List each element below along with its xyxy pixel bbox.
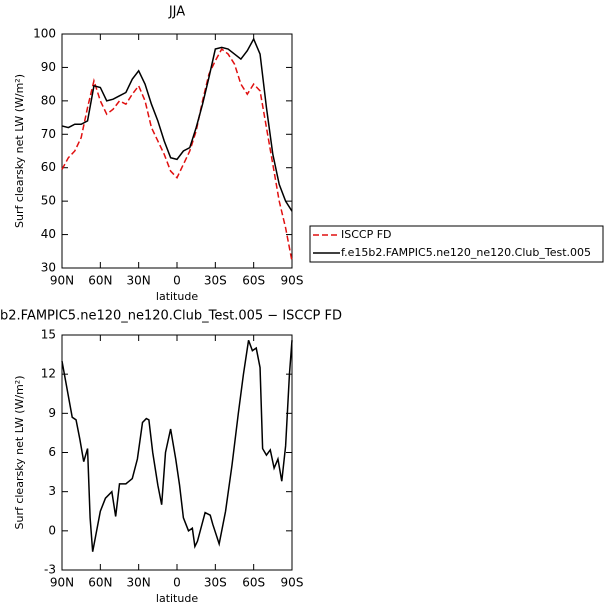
x-tick-label: 0 bbox=[173, 576, 181, 590]
plot-frame bbox=[61, 33, 293, 269]
chart-title: JJA bbox=[168, 5, 185, 20]
chart-title: b2.FAMPIC5.ne120_ne120.Club_Test.005 − I… bbox=[0, 309, 342, 324]
y-tick-label: 100 bbox=[33, 27, 56, 41]
y-tick-label: 12 bbox=[41, 367, 56, 381]
y-tick-label: 60 bbox=[41, 160, 56, 174]
data-line bbox=[61, 47, 293, 262]
legend-label: ISCCP FD bbox=[341, 228, 392, 241]
y-tick-label: 40 bbox=[41, 227, 56, 241]
x-tick-label: 30N bbox=[127, 274, 151, 288]
y-tick-label: 70 bbox=[41, 127, 56, 141]
x-axis-label: latitude bbox=[156, 592, 198, 605]
x-tick-label: 30S bbox=[204, 576, 227, 590]
y-tick-label: 50 bbox=[41, 194, 56, 208]
y-axis-label: Surf clearsky net LW (W/m²) bbox=[13, 375, 26, 529]
y-tick-label: 80 bbox=[41, 93, 56, 107]
x-tick-label: 60N bbox=[88, 274, 112, 288]
y-tick-label: 90 bbox=[41, 60, 56, 74]
x-tick-label: 90S bbox=[281, 274, 304, 288]
x-tick-label: 60S bbox=[242, 576, 265, 590]
x-tick-label: 90S bbox=[281, 576, 304, 590]
y-tick-label: 9 bbox=[48, 406, 56, 420]
x-tick-label: 60S bbox=[242, 274, 265, 288]
x-tick-label: 0 bbox=[173, 274, 181, 288]
data-line bbox=[61, 37, 293, 212]
y-tick-label: 3 bbox=[48, 484, 56, 498]
y-tick-label: 6 bbox=[48, 445, 56, 459]
x-tick-label: 90N bbox=[50, 576, 74, 590]
data-line bbox=[61, 339, 293, 552]
legend-label: f.e15b2.FAMPIC5.ne120_ne120.Club_Test.00… bbox=[341, 246, 591, 259]
x-tick-label: 30S bbox=[204, 274, 227, 288]
x-tick-label: 60N bbox=[88, 576, 112, 590]
x-tick-label: 30N bbox=[127, 576, 151, 590]
y-tick-label: 15 bbox=[41, 328, 56, 342]
legend-box bbox=[309, 225, 604, 263]
x-axis-label: latitude bbox=[156, 290, 198, 303]
y-axis-label: Surf clearsky net LW (W/m²) bbox=[13, 74, 26, 228]
x-tick-label: 90N bbox=[50, 274, 74, 288]
y-tick-label: 30 bbox=[41, 261, 56, 275]
y-tick-label: -3 bbox=[44, 563, 56, 577]
y-tick-label: 0 bbox=[48, 523, 56, 537]
